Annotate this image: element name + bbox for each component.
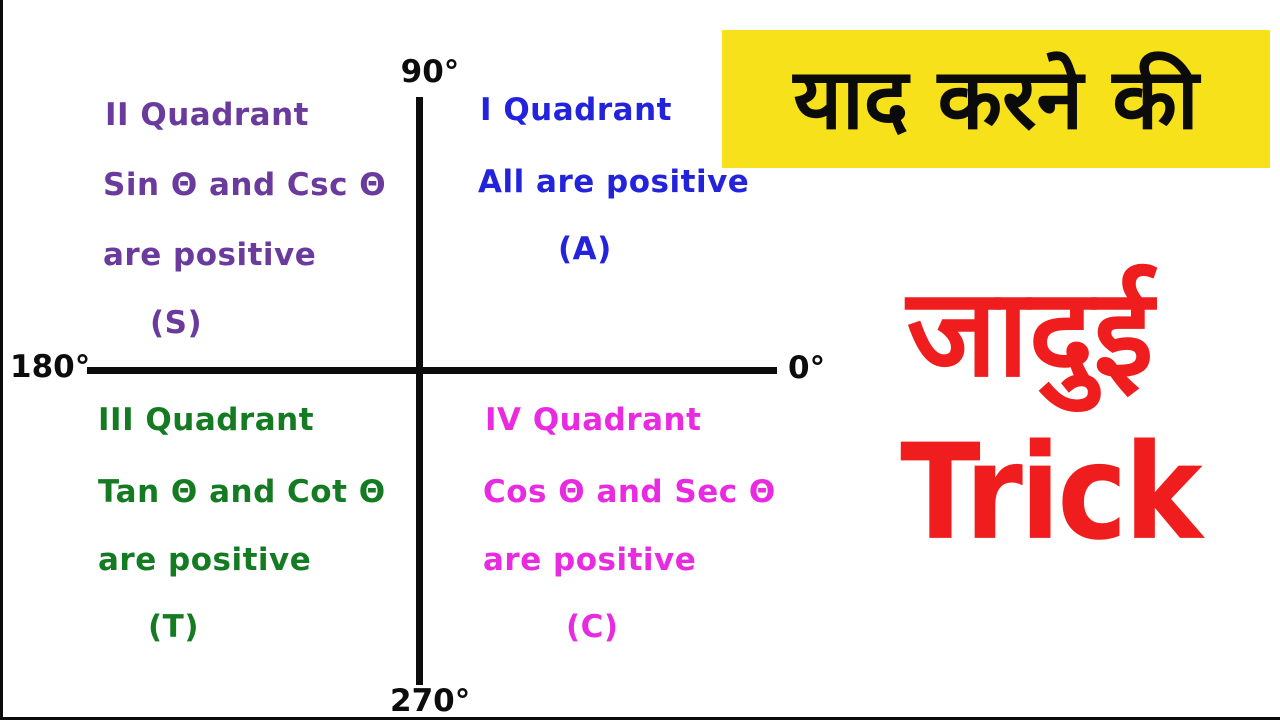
quadrant3-title: III Quadrant (98, 402, 315, 438)
hindi-highlight-banner: याद करने की (722, 30, 1270, 168)
quadrant4-title: IV Quadrant (485, 402, 702, 438)
quadrant2-title: II Quadrant (105, 97, 309, 133)
hindi-word-magical: जादुई (906, 261, 1154, 404)
axis-label-180: 180° (10, 349, 91, 385)
quadrant4-ratios: Cos Θ and Sec Θ (483, 474, 776, 510)
quadrant3-ratios: Tan Θ and Cot Θ (98, 474, 386, 510)
vertical-axis-line (416, 97, 423, 685)
trick-label: Trick (900, 414, 1203, 570)
quadrant2-note: are positive (103, 237, 317, 273)
quadrant1-title: I Quadrant (480, 92, 672, 128)
axis-label-0: 0° (788, 350, 826, 386)
frame-border-bottom (0, 717, 1280, 720)
quadrant4-note: are positive (483, 542, 697, 578)
quadrant2-ratios: Sin Θ and Csc Θ (103, 167, 387, 203)
hindi-highlight-text: याद करने की (793, 50, 1199, 148)
quadrant1-letter: (A) (558, 231, 612, 267)
quadrant3-letter: (T) (148, 609, 199, 645)
horizontal-axis-line (87, 367, 777, 374)
frame-border-left (0, 0, 3, 720)
quadrant2-letter: (S) (150, 305, 203, 341)
quadrant3-note: are positive (98, 542, 312, 578)
quadrant1-ratios: All are positive (478, 164, 750, 200)
axis-label-90: 90° (400, 54, 460, 90)
axis-label-270: 270° (390, 683, 471, 719)
quadrant4-letter: (C) (566, 609, 619, 645)
